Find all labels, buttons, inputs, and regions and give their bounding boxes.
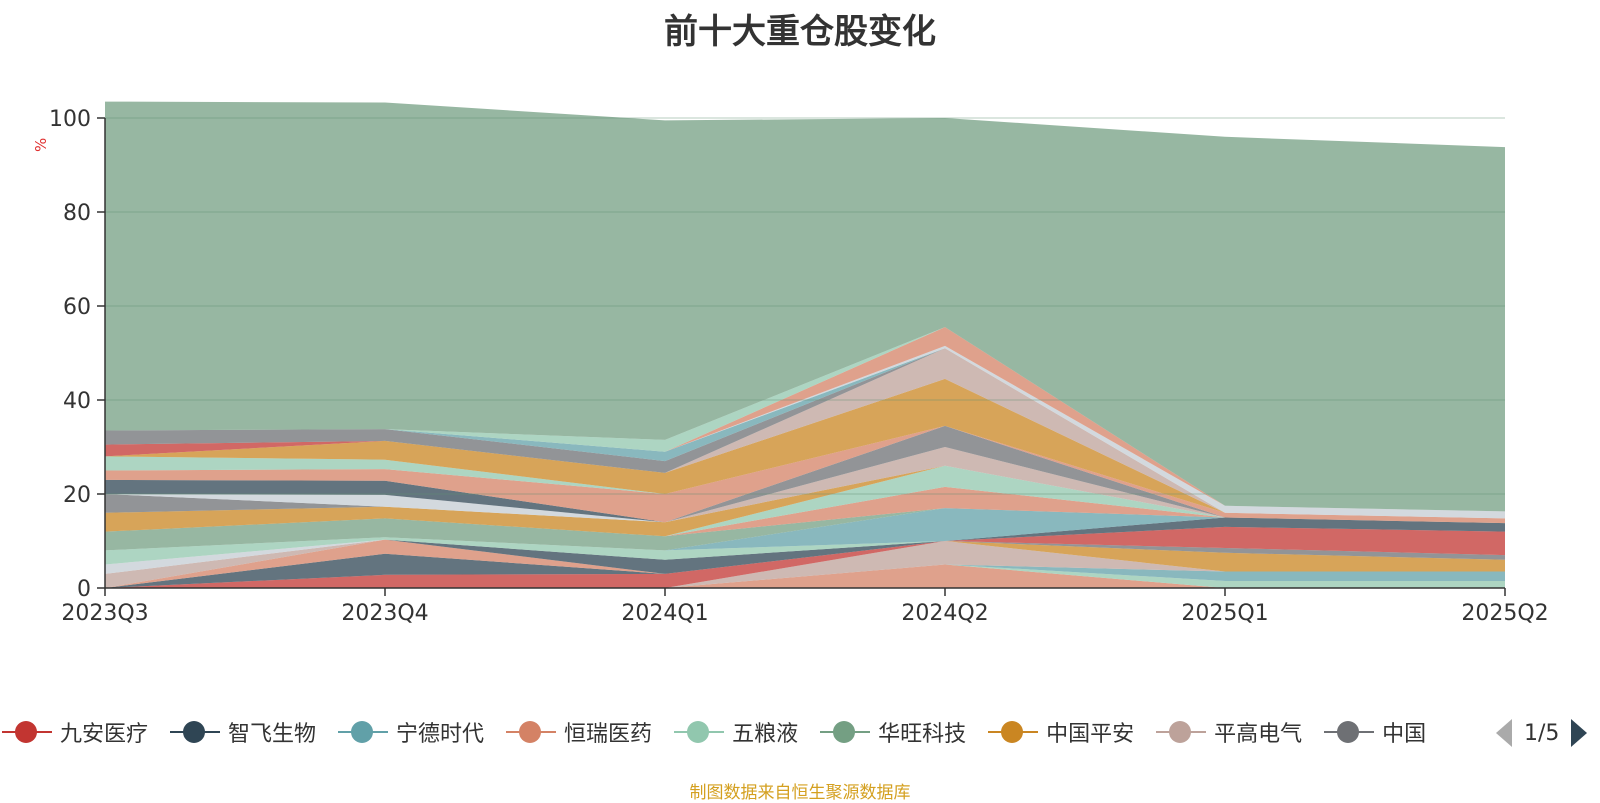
x-tick-label: 2024Q1 <box>621 601 708 626</box>
legend-swatch <box>506 720 557 744</box>
stacked-area-chart: 0 20 40 60 80 100 2023Q3 2023Q4 2024Q1 2024Q2 2025… <box>49 101 1549 626</box>
legend-label: 智飞生物 <box>228 722 317 747</box>
area-series-17 <box>105 465 1505 537</box>
area-layer <box>105 101 1505 588</box>
legend-swatch <box>674 720 725 744</box>
legend-item[interactable]: 五粮液 <box>674 714 798 750</box>
legend-swatch <box>2 720 52 744</box>
axes: 0 20 40 60 80 100 2023Q3 2023Q4 2024Q1 2024Q2 2025… <box>49 107 1549 626</box>
y-tick-label: 60 <box>63 295 91 320</box>
legend-item[interactable]: 恒瑞医药 <box>506 714 652 750</box>
y-tick-label: 80 <box>63 201 91 226</box>
legend-swatch <box>338 720 389 744</box>
area-series-1 <box>105 564 1505 588</box>
legend-item[interactable]: 中国平安 <box>988 714 1134 750</box>
area-series-13 <box>105 508 1505 551</box>
y-tick-label: 20 <box>63 483 91 508</box>
grid-lines <box>105 117 1505 495</box>
area-series-19 <box>105 425 1505 524</box>
legend-next-page-button[interactable] <box>1571 719 1588 747</box>
x-tick-label: 2025Q1 <box>1181 601 1268 626</box>
y-tick-label: 0 <box>77 577 91 602</box>
legend-label: 中国平安 <box>1046 722 1135 747</box>
legend-label: 九安医疗 <box>60 722 149 747</box>
legend-item[interactable]: 华旺科技 <box>820 714 966 750</box>
legend-label: 华旺科技 <box>878 722 967 747</box>
y-axis-label: % <box>32 137 50 152</box>
area-series-32 <box>105 101 1505 512</box>
chart-title: 前十大重仓股变化 <box>664 12 936 52</box>
y-tick-label: 40 <box>63 389 91 414</box>
area-series-25 <box>105 348 1505 519</box>
legend-swatch <box>1156 720 1207 744</box>
legend-label: 五粮液 <box>732 722 799 747</box>
legend: 九安医疗 智飞生物 宁德时代 恒瑞医药 五粮液 华旺科技 中国平安 平高电气 中国 <box>0 714 1480 750</box>
legend-label: 宁德时代 <box>396 722 485 747</box>
area-series-4 <box>105 541 1505 588</box>
area-series-8 <box>105 517 1505 588</box>
legend-item[interactable]: 中国 <box>1324 714 1426 750</box>
area-series-30 <box>105 327 1505 512</box>
area-series-21 <box>105 425 1505 524</box>
area-series-7 <box>105 517 1505 588</box>
area-series-18 <box>105 447 1505 524</box>
legend-prev-page-button[interactable] <box>1496 719 1512 747</box>
legend-item[interactable]: 宁德时代 <box>338 714 484 750</box>
legend-item[interactable]: 九安医疗 <box>2 714 148 750</box>
legend-page-indicator: 1/5 <box>1524 720 1560 746</box>
legend-swatch <box>1324 720 1375 744</box>
x-tick-label: 2023Q4 <box>341 601 428 626</box>
area-series-14 <box>105 508 1505 551</box>
x-tick-label: 2023Q3 <box>61 601 148 626</box>
source-note: 制图数据来自恒生聚源数据库 <box>689 783 911 803</box>
area-series-22 <box>105 425 1505 524</box>
legend-label: 恒瑞医药 <box>564 722 653 747</box>
legend-swatch <box>820 720 871 744</box>
legend-swatch <box>988 720 1039 744</box>
area-series-27 <box>105 348 1505 519</box>
legend-label: 平高电气 <box>1214 722 1303 747</box>
legend-label: 中国 <box>1382 722 1427 747</box>
legend-item[interactable]: 智飞生物 <box>170 714 316 750</box>
x-tick-label: 2025Q2 <box>1461 601 1548 626</box>
area-series-2 <box>105 564 1505 588</box>
legend-pager: 1/5 <box>1496 716 1600 750</box>
y-tick-label: 100 <box>49 107 91 132</box>
legend-swatch <box>170 720 221 744</box>
legend-item[interactable]: 平高电气 <box>1156 714 1302 750</box>
area-series-24 <box>105 378 1505 519</box>
x-tick-label: 2024Q2 <box>901 601 988 626</box>
